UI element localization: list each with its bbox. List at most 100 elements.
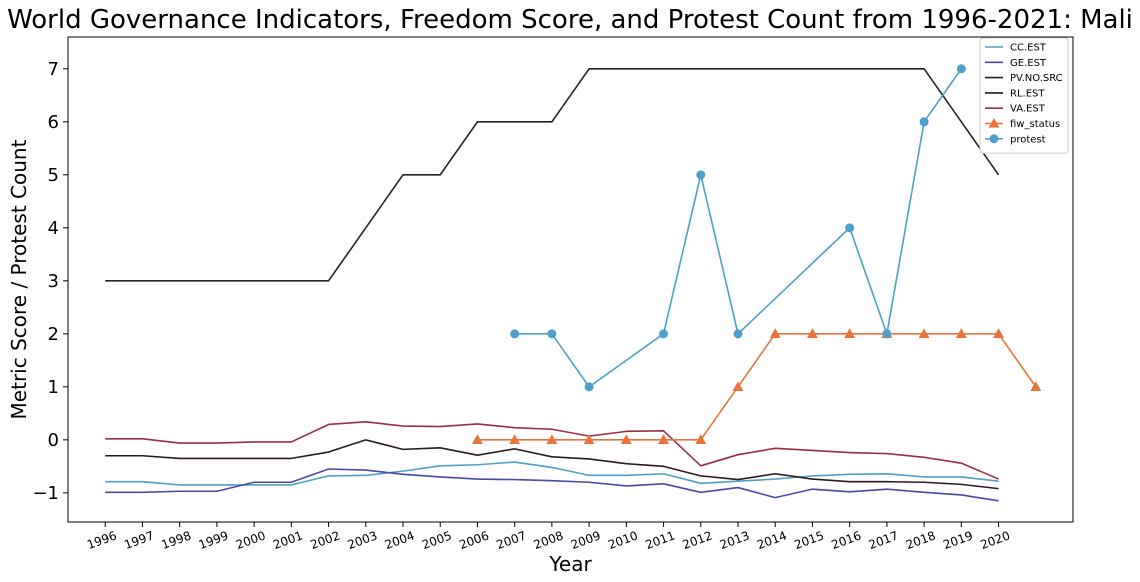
y-tick-label: 6 bbox=[48, 112, 59, 133]
legend-label: GE.EST bbox=[1010, 58, 1047, 69]
x-tick-label: 2009 bbox=[569, 528, 602, 552]
series-layer bbox=[105, 64, 1042, 502]
legend-label: protest bbox=[1010, 134, 1046, 145]
legend-item-GE.EST: GE.EST bbox=[985, 58, 1047, 69]
x-tick-label: 2019 bbox=[941, 528, 974, 552]
legend-swatch-marker bbox=[989, 134, 999, 144]
series-fiw_status-marker bbox=[658, 434, 670, 445]
series-CC.EST bbox=[105, 461, 999, 486]
legend-items: CC.EST GE.EST PV.NO.SRC RL.EST VA.EST fiw_sta… bbox=[985, 43, 1063, 145]
x-tick-label: 2020 bbox=[978, 528, 1011, 552]
legend-label: RL.EST bbox=[1010, 88, 1045, 99]
series-line-fiw_status bbox=[477, 333, 1037, 441]
series-line-RL.EST bbox=[105, 439, 999, 490]
series-protest-marker bbox=[956, 64, 966, 74]
x-tick-label: 2001 bbox=[271, 528, 304, 552]
legend-item-protest: protest bbox=[985, 134, 1046, 145]
legend-swatch-marker bbox=[988, 117, 1000, 128]
legend-item-PV.NO.SRC: PV.NO.SRC bbox=[985, 73, 1063, 84]
x-tick-label: 2003 bbox=[346, 528, 379, 552]
y-tick-label: 2 bbox=[48, 324, 59, 345]
x-tick-label: 2012 bbox=[681, 528, 714, 552]
series-fiw_status-marker bbox=[732, 381, 744, 392]
x-tick-label: 2002 bbox=[308, 528, 341, 552]
x-tick-label: 2004 bbox=[383, 528, 416, 552]
series-GE.EST bbox=[105, 468, 999, 502]
y-tick-label: 3 bbox=[48, 271, 59, 292]
x-tick-label: 1998 bbox=[160, 528, 193, 552]
series-line-protest bbox=[514, 68, 962, 388]
chart-title: World Governance Indicators, Freedom Sco… bbox=[7, 5, 1133, 35]
series-VA.EST bbox=[105, 421, 999, 480]
series-protest-marker bbox=[882, 329, 892, 339]
series-line-PV.NO.SRC bbox=[105, 68, 1000, 282]
legend-item-fiw_status: fiw_status bbox=[985, 117, 1060, 130]
series-PV.NO.SRC bbox=[105, 68, 1000, 282]
series-fiw_status-marker bbox=[695, 434, 707, 445]
series-protest-marker bbox=[696, 170, 706, 180]
x-axis-label: Year bbox=[548, 552, 592, 576]
legend-item-VA.EST: VA.EST bbox=[985, 104, 1046, 115]
series-protest-marker bbox=[659, 329, 669, 339]
series-protest-marker bbox=[919, 117, 929, 127]
series-fiw_status-marker bbox=[509, 434, 521, 445]
legend-label: fiw_status bbox=[1010, 119, 1060, 130]
x-tick-label: 2000 bbox=[234, 528, 267, 552]
x-tick-label: 2016 bbox=[830, 528, 863, 552]
legend-label: CC.EST bbox=[1010, 43, 1047, 54]
x-tick-label: 2008 bbox=[532, 528, 565, 552]
series-protest-marker bbox=[845, 223, 855, 233]
x-tick-label: 2014 bbox=[755, 528, 788, 552]
legend-label: VA.EST bbox=[1010, 104, 1046, 115]
series-fiw_status-marker bbox=[620, 434, 632, 445]
legend: CC.EST GE.EST PV.NO.SRC RL.EST VA.EST fiw_sta… bbox=[979, 37, 1069, 154]
series-protest-marker bbox=[584, 382, 594, 392]
x-tick-label: 1996 bbox=[85, 528, 118, 552]
y-tick-label: 0 bbox=[48, 430, 59, 451]
x-tick-label: 2005 bbox=[420, 528, 453, 552]
series-fiw_status-marker bbox=[993, 328, 1005, 339]
x-axis: 1996 1997 1998 1999 2000 2001 2002 2003 2004 2005… bbox=[85, 522, 1012, 552]
series-protest-marker bbox=[547, 329, 557, 339]
legend-item-CC.EST: CC.EST bbox=[985, 43, 1047, 54]
x-tick-label: 1999 bbox=[197, 528, 230, 552]
y-tick-label: 4 bbox=[48, 218, 59, 239]
series-fiw_status-marker bbox=[844, 328, 856, 339]
x-tick-label: 2018 bbox=[904, 528, 937, 552]
x-tick-label: 2010 bbox=[606, 528, 639, 552]
y-tick-label: 5 bbox=[48, 165, 59, 186]
y-axis: −1 0 1 2 3 4 5 6 7 bbox=[32, 59, 68, 504]
x-tick-label: 2006 bbox=[457, 528, 490, 552]
x-tick-label: 2013 bbox=[718, 528, 751, 552]
series-fiw_status-marker bbox=[918, 328, 930, 339]
series-fiw_status-marker bbox=[546, 434, 558, 445]
series-fiw_status bbox=[471, 328, 1042, 445]
series-protest-marker bbox=[510, 329, 520, 339]
y-tick-label: 7 bbox=[48, 59, 59, 80]
legend-box bbox=[979, 37, 1069, 154]
series-line-CC.EST bbox=[105, 461, 999, 486]
series-fiw_status-marker bbox=[806, 328, 818, 339]
series-line-GE.EST bbox=[105, 468, 999, 502]
legend-label: PV.NO.SRC bbox=[1010, 73, 1063, 84]
legend-item-RL.EST: RL.EST bbox=[985, 88, 1045, 99]
series-protest-marker bbox=[733, 329, 743, 339]
y-tick-label: 1 bbox=[48, 377, 59, 398]
y-axis-label: Metric Score / Protest Count bbox=[7, 139, 31, 419]
y-tick-label: −1 bbox=[32, 483, 59, 504]
plot-frame bbox=[67, 36, 1074, 523]
x-tick-label: 2017 bbox=[867, 528, 900, 552]
x-tick-label: 2007 bbox=[495, 528, 528, 552]
series-RL.EST bbox=[105, 439, 999, 490]
series-fiw_status-marker bbox=[1030, 381, 1042, 392]
series-fiw_status-marker bbox=[955, 328, 967, 339]
series-protest bbox=[510, 64, 966, 392]
x-tick-label: 1997 bbox=[122, 528, 155, 552]
series-fiw_status-marker bbox=[769, 328, 781, 339]
series-fiw_status-marker bbox=[583, 434, 595, 445]
x-tick-label: 2011 bbox=[643, 528, 676, 552]
series-fiw_status-marker bbox=[471, 434, 483, 445]
series-line-VA.EST bbox=[105, 421, 999, 480]
